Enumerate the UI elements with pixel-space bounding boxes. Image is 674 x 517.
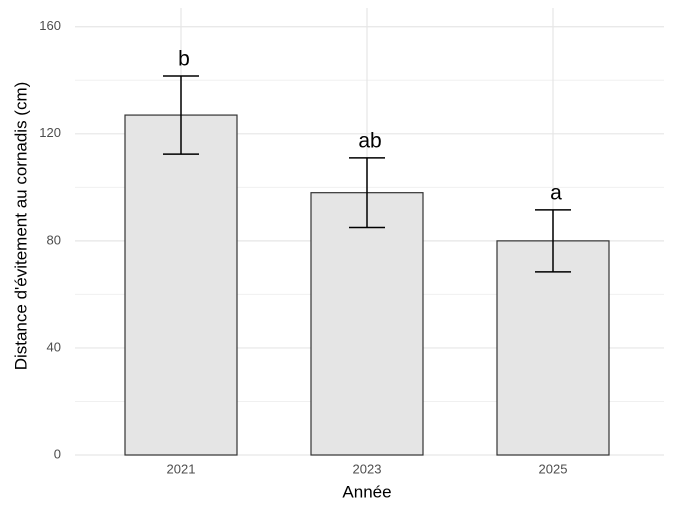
- y-tick-label: 80: [47, 232, 61, 247]
- bar: [496, 240, 610, 456]
- y-tick-label: 0: [54, 446, 61, 461]
- significance-letter: a: [550, 181, 562, 204]
- x-tick-label: 2023: [353, 461, 382, 476]
- bar: [124, 114, 238, 456]
- significance-letter: ab: [358, 129, 381, 152]
- error-bar: [163, 75, 199, 155]
- y-tick-label: 40: [47, 339, 61, 354]
- x-tick-label: 2025: [539, 461, 568, 476]
- significance-letter: b: [178, 48, 190, 71]
- error-bar: [349, 157, 385, 229]
- bar: [310, 192, 424, 456]
- y-tick-label: 160: [39, 18, 61, 33]
- x-axis-label: Année: [342, 482, 391, 501]
- y-tick-label: 120: [39, 125, 61, 140]
- y-axis-label: Distance d'évitement au cornadis (cm): [11, 82, 30, 371]
- x-tick-label: 2021: [167, 461, 196, 476]
- error-bar: [535, 209, 571, 273]
